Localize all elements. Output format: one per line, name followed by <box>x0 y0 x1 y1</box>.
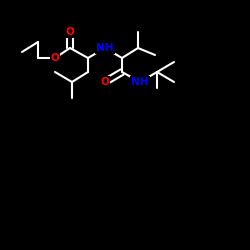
Text: O: O <box>66 27 74 37</box>
Text: O: O <box>50 53 59 63</box>
Text: NH: NH <box>131 77 149 87</box>
Text: NH: NH <box>96 43 114 53</box>
Text: O: O <box>100 77 110 87</box>
